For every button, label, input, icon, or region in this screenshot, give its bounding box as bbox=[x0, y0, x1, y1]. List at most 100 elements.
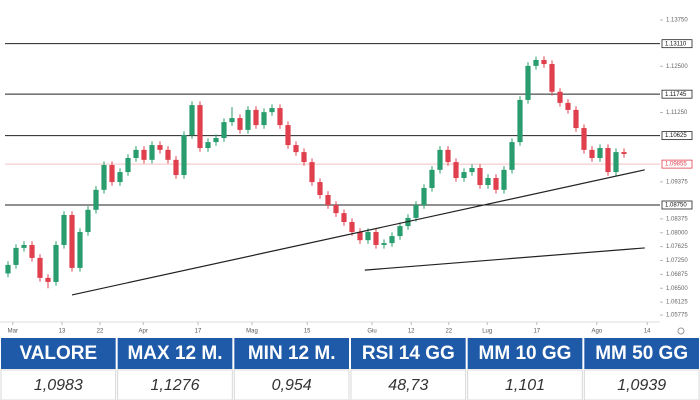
y-tick-label: 1.06125 bbox=[666, 300, 688, 306]
candle-body bbox=[389, 236, 395, 244]
candle-body bbox=[165, 149, 171, 160]
candle-body bbox=[493, 177, 499, 190]
level-label: 1.10625 bbox=[665, 133, 687, 139]
candle-body bbox=[381, 243, 387, 245]
candle-body bbox=[517, 99, 523, 143]
candle-body bbox=[93, 189, 99, 210]
candle-body bbox=[429, 169, 435, 188]
candle-body bbox=[445, 149, 451, 163]
candle-body bbox=[101, 165, 107, 190]
level-label: 1.11745 bbox=[665, 92, 687, 98]
candle-body bbox=[333, 205, 339, 214]
level-label: 1.13110 bbox=[665, 41, 687, 47]
table-value-cell bbox=[233, 369, 350, 400]
table-header-cell bbox=[584, 338, 699, 369]
last-price-box bbox=[661, 159, 693, 169]
candle-body bbox=[349, 222, 355, 233]
x-tick-label: 22 bbox=[97, 329, 104, 335]
candle-body bbox=[605, 148, 611, 173]
trendline bbox=[364, 247, 645, 271]
y-tick-label: 1.13750 bbox=[666, 18, 688, 24]
trendline bbox=[71, 169, 645, 296]
candle-body bbox=[613, 152, 619, 173]
candle-body bbox=[221, 122, 227, 139]
candle-body bbox=[293, 145, 299, 153]
x-tick-label: 22 bbox=[445, 329, 452, 335]
table-header: MIN 12 M. bbox=[248, 343, 336, 364]
candle-body bbox=[501, 169, 507, 190]
candle-body bbox=[581, 128, 587, 150]
candle-body bbox=[469, 168, 475, 173]
x-tick-label: Mag bbox=[246, 329, 258, 335]
candle-body bbox=[77, 232, 83, 268]
level-label: 1.08750 bbox=[665, 203, 687, 209]
candle-body bbox=[261, 112, 267, 126]
y-tick-label: 1.12500 bbox=[666, 64, 688, 70]
candle-body bbox=[589, 149, 595, 159]
y-tick-label: 1.11250 bbox=[666, 110, 688, 116]
candle-body bbox=[53, 244, 59, 282]
candle-body bbox=[301, 152, 307, 163]
candle-body bbox=[413, 205, 419, 218]
candle-body bbox=[213, 138, 219, 143]
settings-icon bbox=[677, 327, 685, 335]
candle-body bbox=[541, 59, 547, 65]
candle-body bbox=[141, 149, 147, 160]
candle-body bbox=[253, 109, 259, 126]
table-header-cell bbox=[1, 338, 116, 369]
x-tick-label: Ago bbox=[591, 329, 602, 335]
table-header: MM 10 GG bbox=[479, 343, 572, 364]
candle-body bbox=[477, 168, 483, 186]
table-value: 48,73 bbox=[388, 377, 428, 394]
level-box bbox=[661, 39, 693, 49]
candle-body bbox=[29, 244, 35, 258]
x-tick-label: 15 bbox=[304, 329, 311, 335]
candle-body bbox=[341, 213, 347, 223]
candle-body bbox=[325, 195, 331, 205]
candle-body bbox=[157, 145, 163, 150]
candle-body bbox=[45, 277, 51, 282]
x-tick-label: 13 bbox=[59, 329, 66, 335]
candle-body bbox=[61, 214, 67, 245]
candle-body bbox=[149, 145, 155, 160]
x-tick-label: 17 bbox=[533, 329, 540, 335]
candle-body bbox=[453, 162, 459, 178]
y-tick-label: 1.07625 bbox=[666, 244, 688, 250]
candle-body bbox=[621, 152, 627, 154]
x-tick-label: 17 bbox=[195, 329, 202, 335]
level-box bbox=[661, 131, 693, 141]
candle-body bbox=[117, 172, 123, 183]
table-value: 1,0983 bbox=[34, 377, 83, 394]
x-tick-label: Giu bbox=[367, 329, 376, 335]
candle-body bbox=[285, 125, 291, 146]
candle-body bbox=[373, 232, 379, 245]
table-header: MAX 12 M. bbox=[127, 343, 222, 364]
table-header: VALORE bbox=[19, 343, 97, 364]
candle-body bbox=[181, 135, 187, 176]
x-tick-label: 14 bbox=[644, 329, 651, 335]
candle-body bbox=[421, 187, 427, 205]
candle-body bbox=[573, 109, 579, 129]
table-value: 1,1276 bbox=[151, 377, 200, 394]
candle-body bbox=[437, 149, 443, 170]
x-tick-label: Apr bbox=[139, 329, 148, 335]
table-value: 1,0939 bbox=[617, 377, 666, 394]
last-price-label: 1.09855 bbox=[665, 162, 687, 168]
table-value-cell bbox=[467, 369, 583, 400]
candle-body bbox=[357, 232, 363, 241]
y-tick-label: 1.06875 bbox=[666, 272, 688, 278]
y-tick-label: 1.08000 bbox=[666, 230, 688, 236]
level-box bbox=[661, 89, 693, 99]
candle-body bbox=[597, 148, 603, 159]
candle-body bbox=[317, 182, 323, 196]
table-header: RSI 14 GG bbox=[362, 343, 455, 364]
candle-body bbox=[37, 257, 43, 278]
candle-body bbox=[133, 149, 139, 159]
table-value-cell bbox=[0, 369, 117, 400]
candle-body bbox=[533, 59, 539, 66]
candle-body bbox=[173, 159, 179, 176]
table-value-cell bbox=[117, 369, 233, 400]
candle-body bbox=[5, 264, 11, 274]
y-tick-label: 1.05775 bbox=[666, 313, 688, 319]
